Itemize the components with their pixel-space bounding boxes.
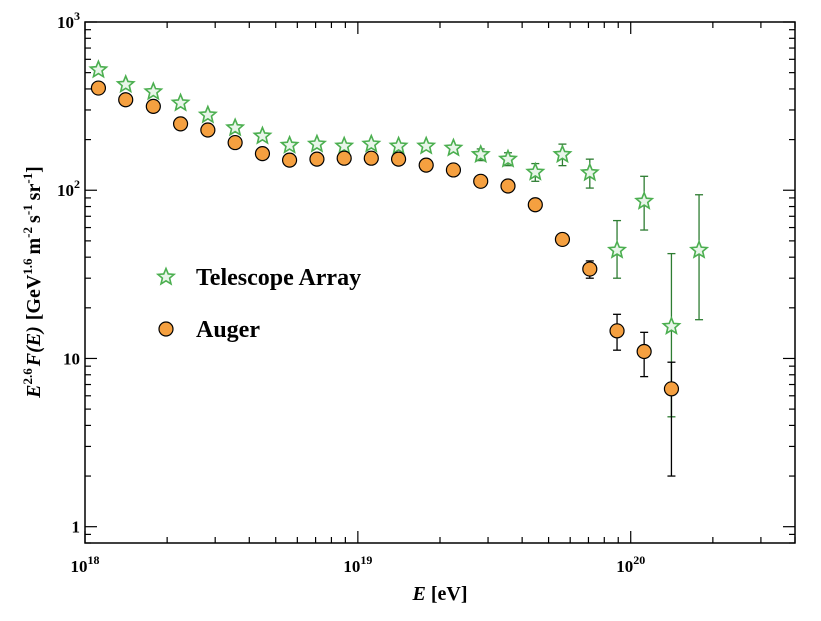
data-point-auger: [609, 323, 625, 339]
data-point-auger: [336, 150, 352, 166]
y-tick-label: 102: [57, 177, 80, 200]
data-point-telescope-array: [661, 315, 682, 336]
data-point-auger: [90, 80, 107, 96]
data-point-telescope-array: [170, 92, 191, 112]
data-point-auger: [636, 343, 652, 360]
legend: Telescope Array Auger: [155, 265, 361, 343]
x-axis-unit: [eV]: [431, 583, 468, 605]
data-point-auger: [200, 122, 216, 138]
data-point-telescope-array: [334, 135, 355, 155]
data-point-telescope-array: [552, 143, 573, 164]
data-point-auger: [363, 150, 379, 166]
y-tick-label: 103: [57, 9, 80, 32]
data-point-auger: [418, 157, 434, 173]
data-point-auger: [473, 173, 489, 189]
data-point-auger: [227, 134, 243, 151]
x-tick-label: 1019: [343, 553, 372, 576]
x-axis-var: E: [412, 583, 426, 605]
data-point-telescope-array: [525, 161, 546, 181]
legend-label-telescope-array: Telescope Array: [196, 265, 361, 291]
data-point-telescope-array: [416, 135, 437, 155]
legend-label-auger: Auger: [196, 317, 260, 343]
data-point-telescope-array: [115, 73, 136, 94]
data-point-telescope-array: [361, 133, 382, 153]
data-markers: [88, 59, 710, 397]
axis-ticks: 1018 1019 1020 1 10 102 103: [57, 9, 796, 576]
data-point-telescope-array: [388, 135, 409, 155]
y-tick-label: 10: [63, 349, 80, 368]
x-tick-label: 1020: [616, 553, 645, 576]
data-point-telescope-array: [497, 148, 519, 168]
data-point-telescope-array: [579, 162, 600, 182]
data-point-telescope-array: [470, 143, 491, 164]
data-point-telescope-array: [88, 59, 109, 79]
data-point-telescope-array: [306, 133, 328, 153]
data-point-auger: [554, 231, 571, 248]
data-point-telescope-array: [606, 239, 628, 259]
data-point-auger: [445, 162, 462, 178]
data-point-telescope-array: [688, 239, 710, 259]
data-point-auger: [145, 98, 161, 115]
data-point-telescope-array: [197, 104, 218, 124]
data-point-telescope-array: [252, 125, 273, 145]
data-point-telescope-array: [443, 137, 464, 157]
data-point-auger: [527, 197, 543, 213]
data-point-telescope-array: [279, 134, 300, 154]
data-point-auger: [663, 381, 680, 397]
data-point-auger: [582, 261, 598, 277]
data-point-auger: [500, 178, 516, 194]
legend-marker-auger: [158, 321, 174, 337]
data-point-telescope-array: [143, 81, 164, 101]
data-point-telescope-array: [634, 190, 655, 210]
legend-circle-marker: [158, 321, 174, 337]
x-tick-label: 1018: [71, 553, 100, 576]
x-axis-title: E [eV]: [412, 583, 468, 605]
data-point-auger: [254, 146, 271, 162]
y-tick-label: 1: [72, 518, 81, 537]
plot-frame: [84, 21, 796, 544]
data-point-auger: [309, 151, 325, 167]
data-point-auger: [118, 92, 134, 108]
data-point-auger: [281, 152, 298, 168]
legend-star-marker: [155, 266, 177, 286]
y-axis-title: E2.6F(E)[GeV1.6m-2s-1sr-1]: [20, 166, 45, 399]
data-point-auger: [390, 151, 407, 167]
data-point-auger: [172, 116, 189, 132]
legend-marker-telescope-array: [155, 266, 177, 286]
data-point-telescope-array: [225, 117, 246, 137]
error-bars: [476, 143, 704, 477]
